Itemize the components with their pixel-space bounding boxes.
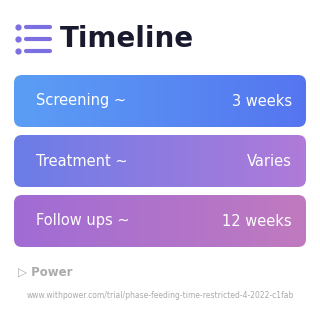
Text: ▷ Power: ▷ Power — [18, 266, 73, 279]
Text: Screening ~: Screening ~ — [36, 94, 126, 109]
Text: Follow ups ~: Follow ups ~ — [36, 214, 130, 229]
Text: 3 weeks: 3 weeks — [232, 94, 292, 109]
Text: www.withpower.com/trial/phase-feeding-time-restricted-4-2022-c1fab: www.withpower.com/trial/phase-feeding-ti… — [26, 290, 294, 300]
Text: Timeline: Timeline — [60, 25, 194, 53]
Text: Treatment ~: Treatment ~ — [36, 153, 128, 168]
Text: 12 weeks: 12 weeks — [222, 214, 292, 229]
Text: Varies: Varies — [247, 153, 292, 168]
